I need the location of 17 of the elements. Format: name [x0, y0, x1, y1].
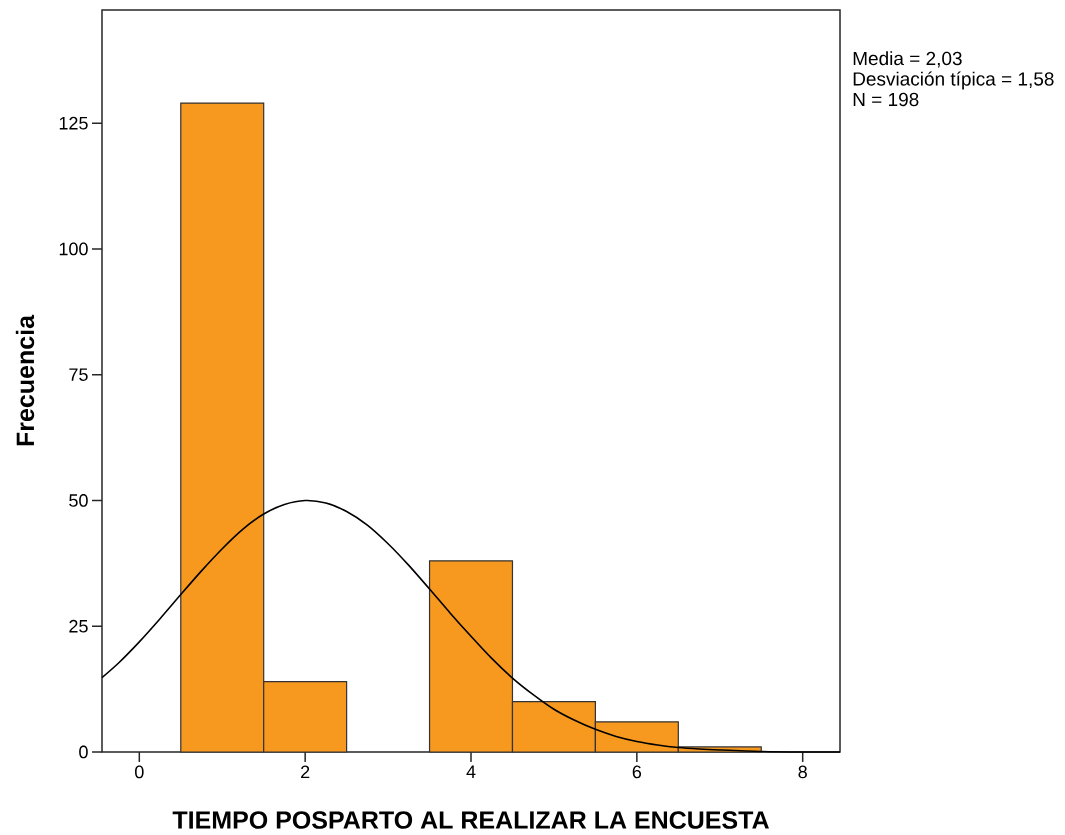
- x-tick-label: 4: [466, 765, 476, 778]
- text: Desviación típica = 1,58: [853, 71, 1054, 90]
- x-tick-label: 8: [798, 765, 807, 779]
- y-tick-label: 125: [59, 116, 88, 130]
- x-axis-title: TIEMPO POSPARTO AL REALIZAR LA ENCUESTA: [172, 811, 769, 829]
- x-tick-label: 6: [632, 765, 642, 779]
- y-tick-label: 75: [69, 368, 88, 381]
- x-tick-label: 0: [135, 765, 144, 779]
- y-tick-label: 100: [59, 242, 88, 256]
- text: Media = 2,03: [853, 51, 962, 68]
- y-tick-label: 25: [69, 619, 88, 633]
- x-tick-label: 2: [301, 765, 310, 779]
- line-series: [101, 499, 841, 753]
- y-axis-title: Frecuencia: [15, 314, 35, 446]
- text: N = 198: [853, 92, 919, 107]
- y-tick-label: 0: [79, 745, 88, 759]
- y-tick-label: 50: [69, 494, 88, 507]
